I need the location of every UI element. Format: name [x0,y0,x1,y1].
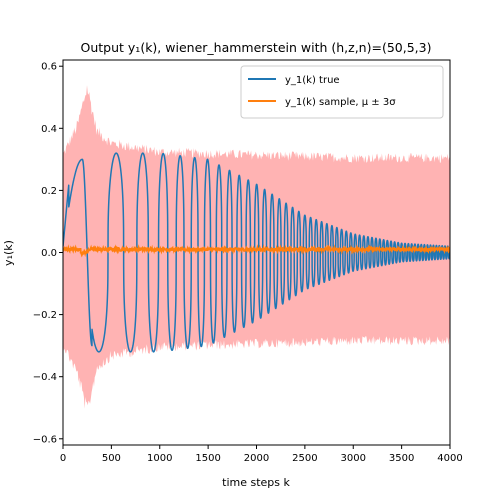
x-tick-label: 3000 [341,453,366,464]
x-tick-label: 1000 [147,453,172,464]
y-axis-label: y₁(k) [2,240,15,266]
band-area [63,85,450,409]
true-series [63,152,450,353]
plot-area [63,85,450,409]
true-line [63,152,450,353]
x-axis-label: time steps k [222,476,290,489]
x-tick-label: 2000 [244,453,269,464]
x-tick-label: 0 [60,453,66,464]
y-tick-label: −0.6 [33,434,57,445]
legend-true-label: y_1(k) true [285,75,340,86]
y-tick-label: −0.4 [33,372,57,383]
y-tick-label: 0.0 [41,248,57,259]
uncertainty-band [63,85,450,409]
y-tick-label: 0.4 [41,124,57,135]
x-axis: 0 500 1000 1500 2000 2500 3000 3500 4000 [60,445,463,464]
legend-box [240,65,444,119]
x-tick-label: 4000 [437,453,462,464]
x-tick-label: 2500 [292,453,317,464]
y-tick-label: 0.2 [41,186,57,197]
chart-title: Output y₁(k), wiener_hammerstein with (h… [81,40,432,55]
legend-sample-label: y_1(k) sample, μ ± 3σ [285,97,396,108]
x-tick-label: 3500 [389,453,414,464]
y-tick-label: −0.2 [33,310,57,321]
y-axis: −0.6 −0.4 −0.2 0.0 0.2 0.4 0.6 [33,62,63,445]
legend: y_1(k) true y_1(k) sample, μ ± 3σ [240,65,444,119]
x-tick-label: 500 [102,453,121,464]
sample-mean-line [63,244,450,258]
x-tick-label: 1500 [195,453,220,464]
y-tick-label: 0.6 [41,62,57,73]
sample-mean-series [63,244,450,258]
